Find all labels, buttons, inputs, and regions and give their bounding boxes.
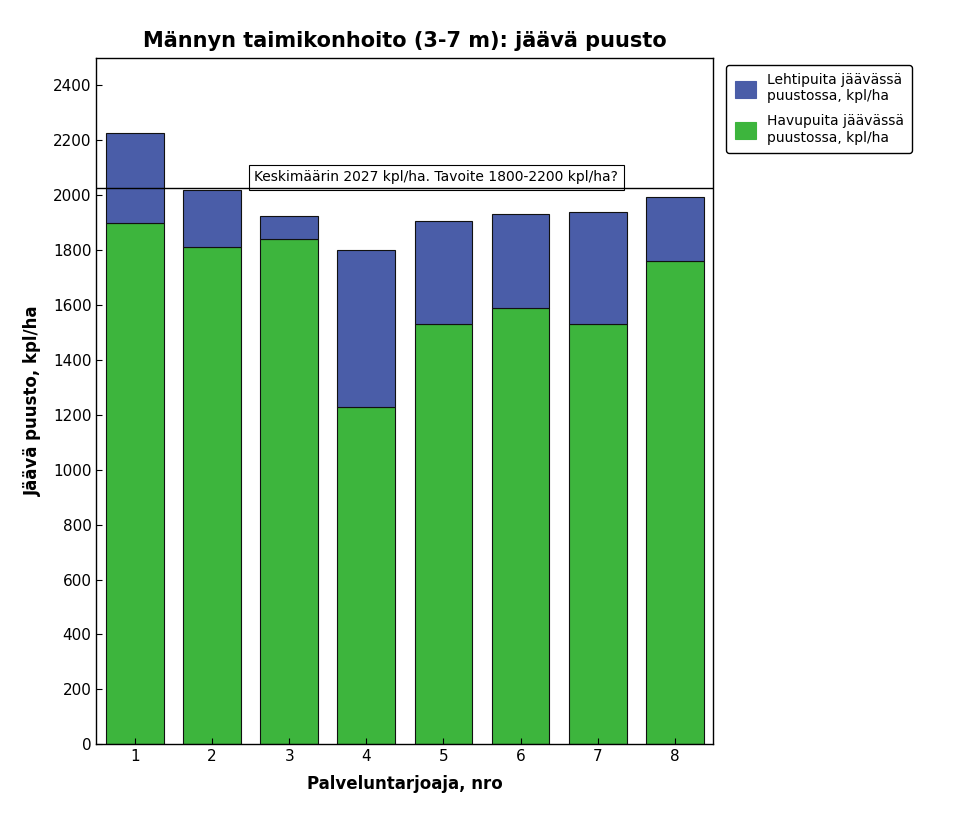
Bar <box>183 247 241 744</box>
X-axis label: Palveluntarjoaja, nro: Palveluntarjoaja, nro <box>307 775 503 793</box>
Y-axis label: Jäävä puusto, kpl/ha: Jäävä puusto, kpl/ha <box>24 306 41 496</box>
Legend: Lehtipuita jäävässä
puustossa, kpl/ha, Havupuita jäävässä
puustossa, kpl/ha: Lehtipuita jäävässä puustossa, kpl/ha, H… <box>727 65 912 153</box>
Bar <box>183 189 241 247</box>
Bar <box>106 222 164 744</box>
Bar <box>569 212 627 324</box>
Bar <box>337 250 395 407</box>
Bar <box>646 261 704 744</box>
Bar <box>492 214 549 308</box>
Text: Keskimäärin 2027 kpl/ha. Tavoite 1800-2200 kpl/ha?: Keskimäärin 2027 kpl/ha. Tavoite 1800-22… <box>254 170 618 184</box>
Bar <box>492 308 549 744</box>
Bar <box>106 132 164 222</box>
Bar <box>569 324 627 744</box>
Bar <box>337 407 395 744</box>
Title: Männyn taimikonhoito (3-7 m): jäävä puusto: Männyn taimikonhoito (3-7 m): jäävä puus… <box>143 31 667 50</box>
Bar <box>260 239 318 744</box>
Bar <box>415 324 472 744</box>
Bar <box>415 221 472 324</box>
Bar <box>260 216 318 239</box>
Bar <box>646 197 704 261</box>
